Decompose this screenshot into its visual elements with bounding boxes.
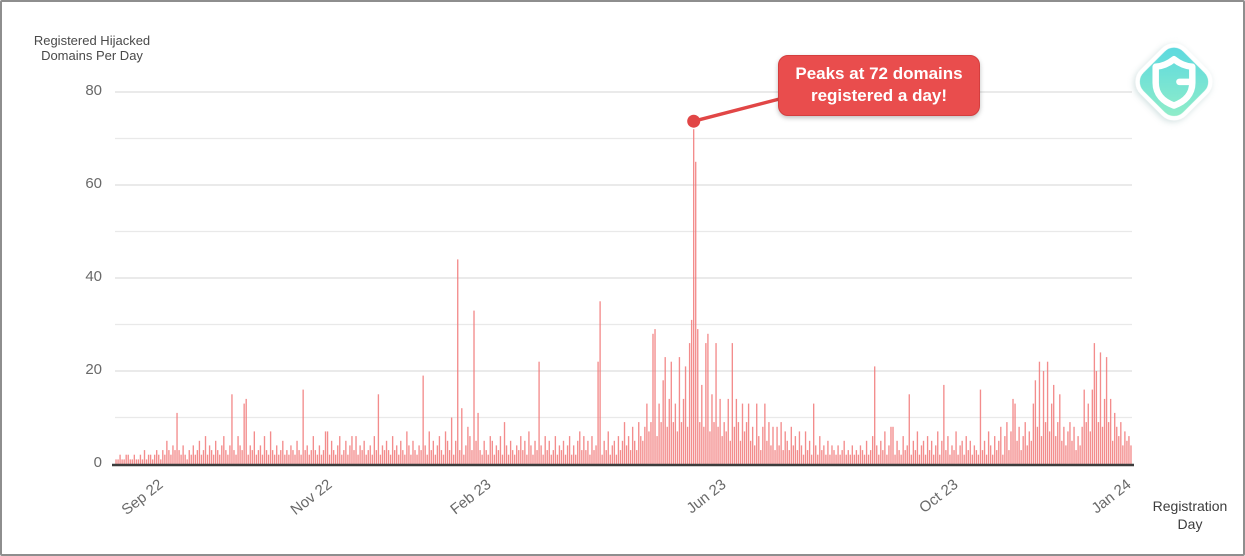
y-axis-title-line2: Domains Per Day	[41, 48, 143, 64]
x-axis-title-line1: Registration	[1152, 498, 1228, 514]
x-axis-title-line2: Day	[1177, 515, 1203, 532]
annotation-dot	[687, 114, 701, 128]
guardio-shield-logo	[1135, 43, 1213, 121]
x-axis-title: Registration Day	[1140, 498, 1240, 533]
y-axis-title: Registered Hijacked Domains Per Day	[16, 33, 168, 64]
shield-g-icon	[1152, 55, 1196, 109]
y-axis-title-line1: Registered Hijacked	[33, 33, 151, 48]
annotation-callout: Peaks at 72 domains registered a day!	[778, 55, 980, 116]
logo-diamond	[1135, 43, 1213, 121]
annotation-text-line1: Peaks at 72 domains	[795, 64, 963, 83]
bars-group	[115, 129, 1132, 465]
annotation-leader-line	[693, 94, 792, 123]
gridlines	[115, 91, 1132, 419]
annotation-text-line2: registered a day!	[810, 85, 948, 105]
